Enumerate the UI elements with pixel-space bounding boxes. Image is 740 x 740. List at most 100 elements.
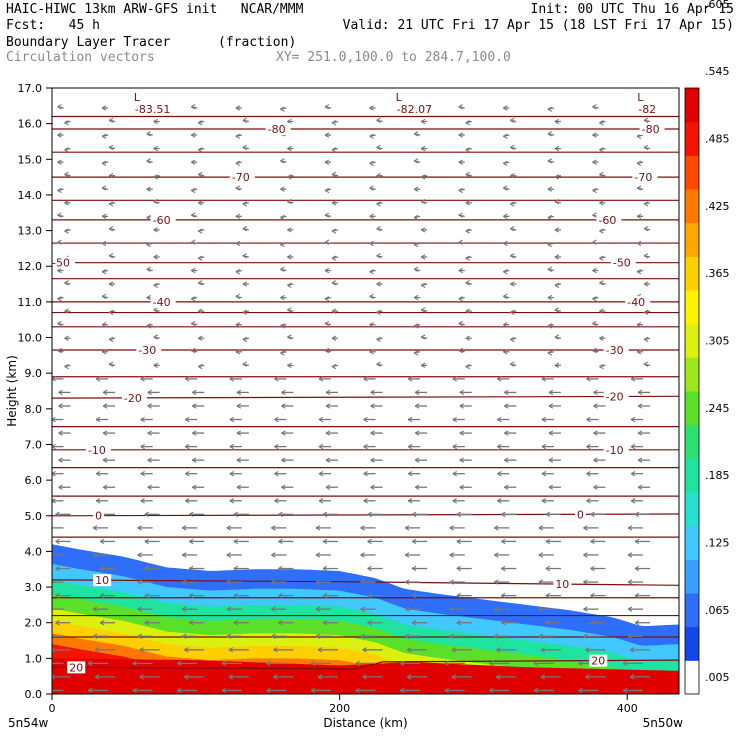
vector-arrowhead <box>452 416 457 423</box>
y-tick-label: 5.0 <box>25 510 43 523</box>
vector-arrowhead <box>229 471 235 477</box>
contour-label-bg <box>121 391 147 404</box>
vector-arrowhead <box>331 147 337 153</box>
vector-arrowhead <box>140 498 145 504</box>
vector-arrowhead <box>280 158 285 164</box>
colorbar-swatch <box>685 492 699 527</box>
vector-arrowhead <box>184 498 190 504</box>
vector-arrowhead <box>139 674 144 680</box>
vector-arrowhead <box>153 198 158 205</box>
y-tick-label: 17.0 <box>18 82 43 95</box>
plot-frame <box>51 87 680 695</box>
vector-arrowhead <box>280 106 285 112</box>
vector-arrowhead <box>458 159 463 165</box>
vector-arrowhead <box>287 174 292 180</box>
vector-arrowhead <box>273 674 278 680</box>
vector-arrowhead <box>235 185 241 191</box>
vector-arrowhead <box>547 214 553 221</box>
vector-arrowhead <box>235 322 241 328</box>
vector-arrowhead <box>592 132 597 138</box>
vector-arrowhead <box>554 227 560 233</box>
vector-arrowhead <box>497 498 502 504</box>
vector-arrowhead <box>153 334 158 340</box>
vector-arrowhead <box>226 525 232 531</box>
vector-arrowhead <box>280 350 285 356</box>
vector-arrowhead <box>367 538 372 545</box>
vector-arrowhead <box>228 674 234 680</box>
vector-arrowhead <box>281 484 286 490</box>
vector-arrowhead <box>92 552 98 558</box>
contour-label-bg <box>589 654 608 667</box>
vector-arrowhead <box>407 416 413 423</box>
vector-arrowhead <box>407 443 413 450</box>
vector-arrowhead <box>58 457 63 463</box>
vector-arrowhead <box>465 363 470 370</box>
vector-arrowhead <box>102 389 108 396</box>
y-tick-label: 6.0 <box>25 474 43 487</box>
vector-arrowhead <box>420 362 426 369</box>
contour-20 <box>52 659 679 670</box>
vector-arrowhead <box>406 674 412 680</box>
colorbar-swatch <box>685 391 699 426</box>
contour-label: -70 <box>232 171 250 184</box>
contour-label: -20 <box>606 391 624 404</box>
vector-arrowhead <box>538 579 544 585</box>
vector-arrowhead <box>197 335 203 341</box>
vector-arrowhead <box>541 498 547 504</box>
vector-arrowhead <box>360 552 365 558</box>
vector-arrowhead <box>627 633 633 639</box>
vector-arrowhead <box>541 471 547 477</box>
vector-arrowhead <box>630 443 636 450</box>
contour-label: -20 <box>124 392 142 405</box>
vector-arrowhead <box>197 147 203 153</box>
x-tick-label: 200 <box>329 702 350 715</box>
contour-label: -10 <box>606 444 624 457</box>
contour--20 <box>52 395 679 399</box>
vector-arrowhead <box>184 471 190 477</box>
colorbar-swatch <box>685 222 699 257</box>
vector-arrowhead <box>101 185 107 191</box>
vector-arrowhead <box>637 430 643 436</box>
vector-arrowhead <box>636 349 642 355</box>
vector-arrowhead <box>449 552 454 558</box>
y-tick-label: 15.0 <box>18 153 43 166</box>
vector-arrowhead <box>590 620 595 626</box>
contour-label: -80 <box>268 123 286 136</box>
vector-arrowhead <box>281 403 286 409</box>
vector-arrowhead <box>630 416 636 423</box>
vector-arrowhead <box>317 674 323 680</box>
colorbar-swatch <box>685 424 699 459</box>
vector-arrowhead <box>465 200 470 206</box>
vector-arrowhead <box>456 511 461 518</box>
vector-arrowhead <box>370 389 375 396</box>
contour-label-bg <box>574 508 586 521</box>
vector-arrowhead <box>271 606 276 612</box>
vector-arrowhead <box>510 253 515 259</box>
contour-label: 0 <box>95 510 102 523</box>
vector-arrowhead <box>242 144 248 151</box>
vector-arrowhead <box>578 660 583 667</box>
vector-arrowhead <box>108 336 114 343</box>
vector-arrowhead <box>108 253 114 259</box>
vector-arrowhead <box>634 592 640 599</box>
vector-arrowhead <box>554 254 560 260</box>
vector-arrowhead <box>233 565 239 572</box>
vector-arrowhead <box>64 200 69 206</box>
contour-label-bg <box>229 171 255 184</box>
vector-arrowhead <box>554 307 560 313</box>
vector-arrowhead <box>331 171 337 178</box>
vector-arrowhead <box>132 660 137 667</box>
vector-arrowhead <box>590 592 595 599</box>
vector-arrowhead <box>599 228 604 234</box>
vector-arrowhead <box>184 416 190 423</box>
vector-arrowhead <box>501 565 506 572</box>
vector-arrowhead <box>55 511 60 518</box>
vector-arrowhead <box>108 173 114 179</box>
colorbar-swatch <box>685 88 699 123</box>
vector-arrowhead <box>325 389 331 396</box>
vector-arrowhead <box>501 538 506 545</box>
vector-arrowhead <box>456 565 461 572</box>
vector-arrowhead <box>510 225 515 232</box>
vector-arrowhead <box>510 309 515 316</box>
vector-arrowhead <box>324 104 330 110</box>
